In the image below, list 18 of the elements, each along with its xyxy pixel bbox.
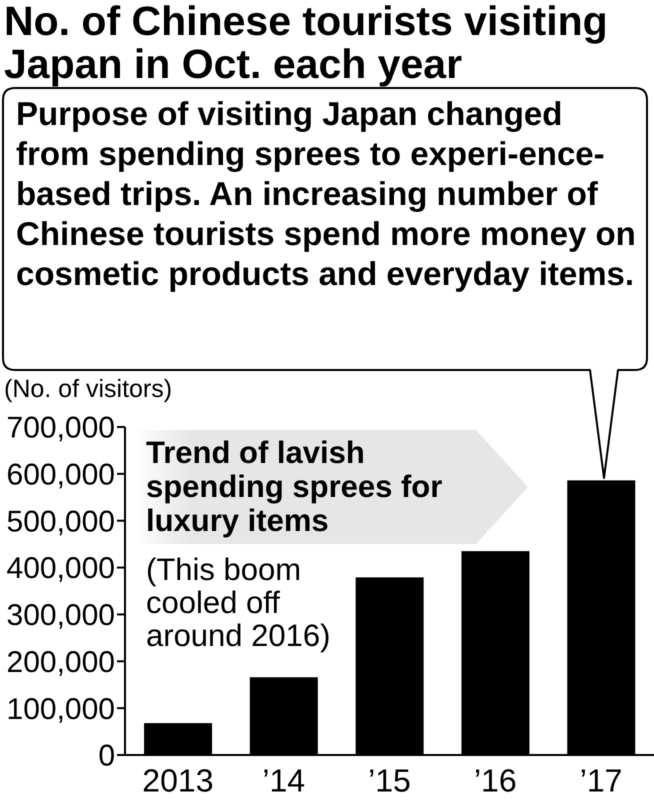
y-tick-label: 0 [98,740,115,773]
annotation: (This boom cooled off around 2016) [146,552,332,653]
chart-title: No. of Chinese tourists visiting Japan in Oct. each year [4,0,609,87]
x-tick-label: ’14 [262,762,306,799]
x-tick-label: ’16 [474,762,517,799]
annotation: Trend of lavish spending sprees for luxury items [146,435,444,538]
y-tick-label: 600,000 [6,458,115,492]
y-tick-label: 100,000 [6,692,115,726]
x-tick-label: ’15 [368,762,411,799]
y-tick-label: 400,000 [6,552,115,586]
x-tick-label: 2013 [142,762,214,799]
y-tick-label: 300,000 [6,599,115,632]
text: Purpose of visiting Japan changed from spending sprees to experi-ence-based trips. An increasing number of Chinese tourists spend more money on cosmetic products and everyday items. [16,94,636,294]
y-axis-title: (No. of visitors) [4,375,172,404]
x-tick-label: ’17 [580,762,622,799]
y-tick-label: 700,000 [6,412,115,445]
y-tick-label: 500,000 [6,505,115,538]
y-tick-label: 200,000 [6,646,115,679]
